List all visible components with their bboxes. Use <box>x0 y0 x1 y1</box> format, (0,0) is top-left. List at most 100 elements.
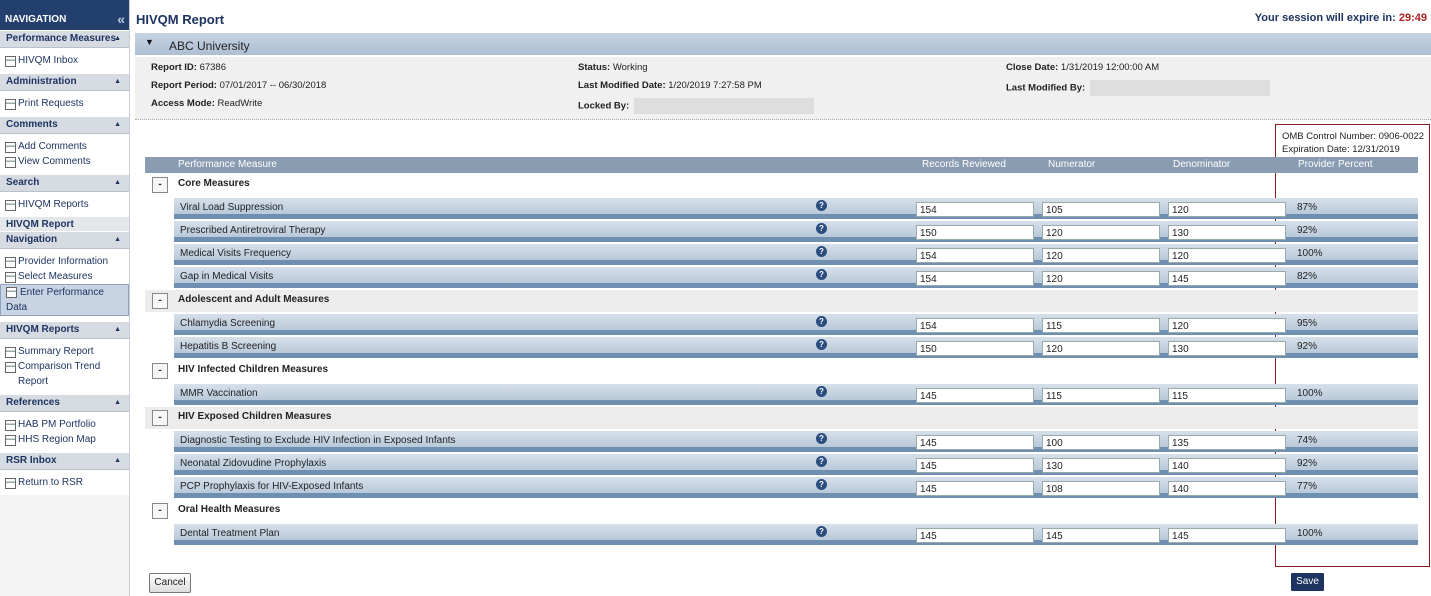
save-button[interactable]: Save <box>1291 573 1324 591</box>
nav-link[interactable]: Comparison Trend Report <box>0 359 129 389</box>
denominator-input[interactable]: 115 <box>1168 388 1286 403</box>
collapse-button[interactable]: - <box>152 503 168 519</box>
help-icon[interactable]: ? <box>816 479 827 490</box>
field-label: Last Modified Date: <box>578 80 666 91</box>
denominator-input[interactable]: 130 <box>1168 225 1286 240</box>
numerator-input[interactable]: 130 <box>1042 458 1160 473</box>
nav-section-header[interactable]: RSR Inbox ▲ <box>0 452 129 470</box>
nav-link[interactable]: Return to RSR <box>0 475 129 490</box>
records-input[interactable]: 145 <box>916 388 1034 403</box>
records-input[interactable]: 154 <box>916 318 1034 333</box>
nav-section-header[interactable]: HIVQM Reports ▲ <box>0 321 129 339</box>
measure-name: Neonatal Zidovudine Prophylaxis <box>180 458 327 469</box>
records-input[interactable]: 145 <box>916 481 1034 496</box>
collapse-button[interactable]: - <box>152 293 168 309</box>
nav-link[interactable]: HHS Region Map <box>0 432 129 447</box>
nav-link[interactable]: Enter Performance Data <box>0 284 129 316</box>
denominator-input[interactable]: 140 <box>1168 481 1286 496</box>
report-info: Report ID: 67386 Report Period: 07/01/201… <box>135 57 1431 120</box>
help-icon[interactable]: ? <box>816 433 827 444</box>
link-icon <box>5 435 16 446</box>
nav-link[interactable]: HIVQM Inbox <box>0 53 129 68</box>
numerator-input[interactable]: 120 <box>1042 341 1160 356</box>
help-icon[interactable]: ? <box>816 339 827 350</box>
numerator-input[interactable]: 120 <box>1042 248 1160 263</box>
provider-percent: 100% <box>1297 248 1323 259</box>
nav-link[interactable]: Select Measures <box>0 269 129 284</box>
denominator-input[interactable]: 130 <box>1168 341 1286 356</box>
nav-section-header[interactable]: Performance Measures ▲ <box>0 30 129 48</box>
nav-items: Summary Report Comparison Trend Report <box>0 339 129 394</box>
nav-link[interactable]: HAB PM Portfolio <box>0 417 129 432</box>
help-icon[interactable]: ? <box>816 526 827 537</box>
nav-section-header[interactable]: Navigation ▲ <box>0 231 129 249</box>
nav-link-text: HIVQM Inbox <box>18 55 79 66</box>
help-icon[interactable]: ? <box>816 246 827 257</box>
denominator-input[interactable]: 135 <box>1168 435 1286 450</box>
cancel-button[interactable]: Cancel <box>149 573 191 593</box>
denominator-input[interactable]: 120 <box>1168 202 1286 217</box>
nav-section-title: Search <box>6 177 40 188</box>
denominator-input[interactable]: 120 <box>1168 248 1286 263</box>
link-icon <box>5 142 16 153</box>
group-row: - Oral Health Measures <box>145 500 1418 522</box>
denominator-input[interactable]: 120 <box>1168 318 1286 333</box>
nav-section-header[interactable]: References ▲ <box>0 394 129 412</box>
records-input[interactable]: 145 <box>916 458 1034 473</box>
field-label: Access Mode: <box>151 98 215 109</box>
nav-items: Return to RSR <box>0 470 129 495</box>
help-icon[interactable]: ? <box>816 456 827 467</box>
column-header: Records Reviewed <box>922 159 1006 170</box>
nav-section-title: References <box>6 397 60 408</box>
nav-link-text: HAB PM Portfolio <box>18 419 96 430</box>
nav-section-header[interactable]: Search ▲ <box>0 174 129 192</box>
collapse-button[interactable]: - <box>152 177 168 193</box>
help-icon[interactable]: ? <box>816 386 827 397</box>
help-icon[interactable]: ? <box>816 269 827 280</box>
collapse-button[interactable]: - <box>152 410 168 426</box>
field-value: 07/01/2017 -- 06/30/2018 <box>219 80 327 91</box>
link-icon <box>5 257 16 268</box>
group-row: - Core Measures <box>145 174 1418 196</box>
nav-link[interactable]: HIVQM Reports <box>0 197 129 212</box>
nav-link[interactable]: Provider Information <box>0 254 129 269</box>
records-input[interactable]: 150 <box>916 225 1034 240</box>
field-label: Locked By: <box>578 100 630 112</box>
denominator-input[interactable]: 145 <box>1168 528 1286 543</box>
nav-title: NAVIGATION <box>5 14 67 25</box>
nav-link[interactable]: Add Comments <box>0 139 129 154</box>
denominator-input[interactable]: 145 <box>1168 271 1286 286</box>
help-icon[interactable]: ? <box>816 316 827 327</box>
nav-header: NAVIGATION « <box>0 0 129 30</box>
numerator-input[interactable]: 145 <box>1042 528 1160 543</box>
records-input[interactable]: 154 <box>916 248 1034 263</box>
group-row: - HIV Infected Children Measures <box>145 360 1418 382</box>
help-icon[interactable]: ? <box>816 223 827 234</box>
report-bar[interactable]: ▼ ABC University <box>135 33 1431 55</box>
collapse-button[interactable]: - <box>152 363 168 379</box>
numerator-input[interactable]: 115 <box>1042 318 1160 333</box>
numerator-input[interactable]: 100 <box>1042 435 1160 450</box>
nav-link[interactable]: View Comments <box>0 154 129 169</box>
denominator-input[interactable]: 140 <box>1168 458 1286 473</box>
nav-link-text: Return to RSR <box>18 477 84 488</box>
nav-section-header[interactable]: Comments ▲ <box>0 116 129 134</box>
numerator-input[interactable]: 105 <box>1042 202 1160 217</box>
records-input[interactable]: 145 <box>916 435 1034 450</box>
numerator-input[interactable]: 108 <box>1042 481 1160 496</box>
numerator-input[interactable]: 120 <box>1042 225 1160 240</box>
numerator-input[interactable]: 115 <box>1042 388 1160 403</box>
records-input[interactable]: 154 <box>916 271 1034 286</box>
field-label: Report ID: <box>151 62 197 73</box>
records-input[interactable]: 154 <box>916 202 1034 217</box>
records-input[interactable]: 150 <box>916 341 1034 356</box>
nav-link[interactable]: Print Requests <box>0 96 129 111</box>
session-label: Your session will expire in: <box>1254 12 1396 24</box>
measure-row: Gap in Medical Visits? 154 120 145 82% <box>174 267 1418 288</box>
collapse-button[interactable]: « <box>117 11 125 27</box>
nav-section-header[interactable]: Administration ▲ <box>0 73 129 91</box>
help-icon[interactable]: ? <box>816 200 827 211</box>
records-input[interactable]: 145 <box>916 528 1034 543</box>
nav-link[interactable]: Summary Report <box>0 344 129 359</box>
numerator-input[interactable]: 120 <box>1042 271 1160 286</box>
